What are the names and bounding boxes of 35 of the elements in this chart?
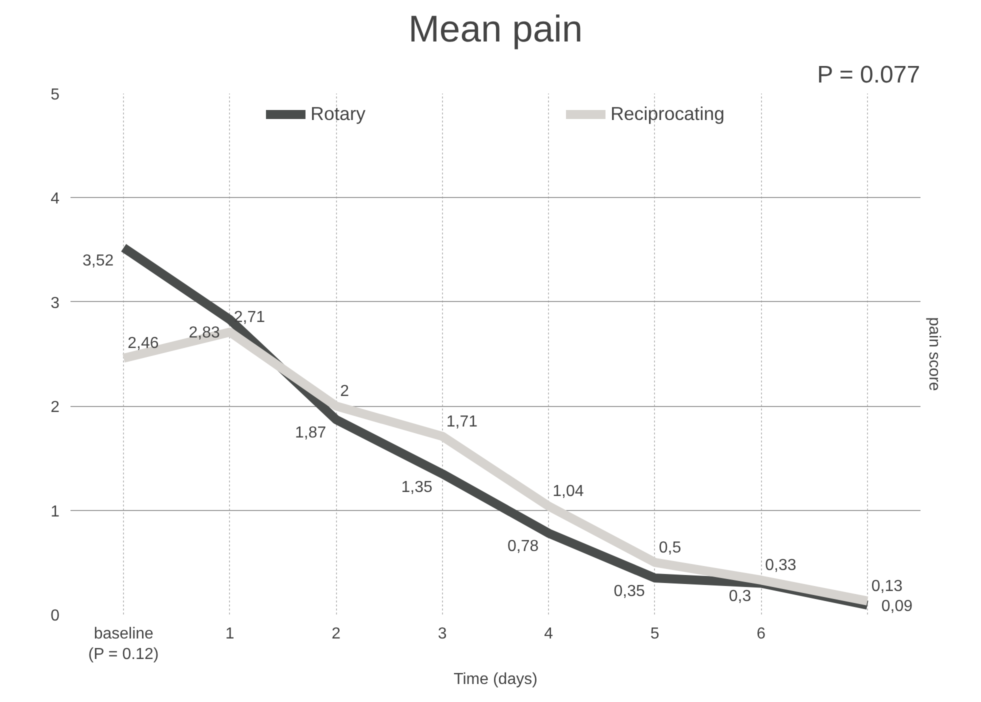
x-tick-label: baseline (P = 0.12) [88, 626, 159, 663]
data-label: 1,71 [446, 413, 478, 430]
data-label: 1,04 [552, 483, 584, 500]
text: P = 0.077 [817, 62, 920, 88]
data-label: 1,35 [401, 478, 432, 496]
x-tick-label: 3 [438, 626, 447, 642]
chart-title: Mean pain [408, 8, 583, 50]
y-tick-label: 4 [50, 190, 60, 208]
y-tick-label: 1 [50, 503, 60, 520]
data-label: 2,83 [188, 324, 220, 342]
data-label: 0,3 [728, 588, 752, 606]
x-tick-label: 2 [332, 626, 341, 642]
data-label: 2 [340, 383, 350, 400]
x-tick-label: 5 [650, 626, 660, 642]
data-label: 0,35 [614, 583, 645, 600]
data-label: 2,46 [128, 335, 159, 352]
x-tick-label: 6 [756, 626, 766, 642]
x-tick-label: 1 [225, 626, 234, 642]
x-tick-label: 4 [544, 626, 554, 642]
legend-label: Reciprocating [610, 103, 725, 125]
data-label: 0,13 [871, 578, 903, 595]
data-label: 0,78 [507, 538, 539, 556]
data-label: 1,87 [294, 424, 326, 442]
x-axis-title: Time (days) [454, 670, 538, 688]
legend-label: Rotary [310, 103, 366, 125]
data-label: 3,52 [82, 252, 114, 270]
y-tick-label: 2 [50, 399, 60, 416]
y-tick-label: 5 [50, 86, 60, 104]
y-tick-label: 0 [50, 608, 60, 624]
data-label: 0,5 [658, 539, 682, 556]
data-label: 0,09 [881, 598, 913, 616]
y-axis-title: pain score [926, 317, 942, 392]
y-tick-label: 3 [50, 294, 60, 312]
data-label: 2,71 [234, 309, 266, 326]
data-label: 0,33 [765, 557, 796, 574]
